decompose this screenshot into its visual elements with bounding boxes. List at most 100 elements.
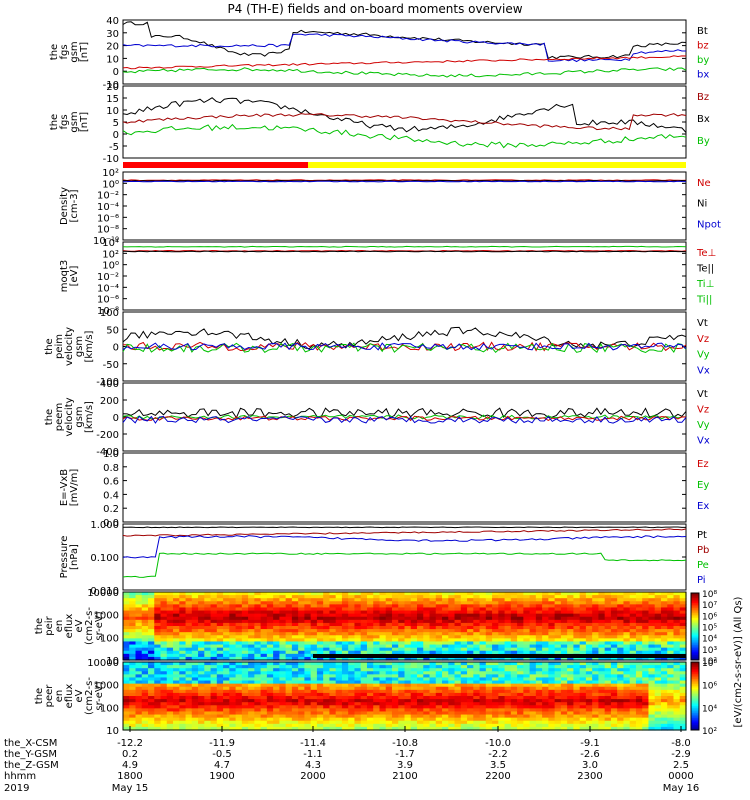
heatmap-cell [154, 677, 162, 682]
traces-peem_velocity [122, 407, 687, 424]
colorbar-segment [691, 711, 699, 714]
heatmap-cell [610, 604, 618, 609]
heatmap-cell [379, 644, 387, 649]
heatmap-cell [148, 711, 155, 716]
heatmap-cell [166, 622, 174, 627]
heatmap-cell [617, 674, 625, 679]
heatmap-cell [510, 714, 518, 719]
heatmap-cell [460, 692, 468, 697]
heatmap-cell [291, 607, 299, 612]
heatmap-cell [423, 717, 431, 722]
heatmap-cell [210, 592, 218, 596]
heatmap-cell [360, 592, 368, 596]
heatmap-cell [448, 641, 456, 646]
heatmap-cell [366, 601, 374, 605]
heatmap-cell [379, 696, 387, 700]
heatmap-cell [660, 720, 668, 725]
heatmap-cell [517, 711, 524, 716]
heatmap-cell [166, 647, 174, 652]
heatmap-cell [173, 616, 180, 621]
heatmap-cell [304, 677, 312, 682]
heatmap-cell [417, 607, 424, 612]
heatmap-cell [391, 668, 399, 672]
heatmap-cell [623, 656, 631, 661]
heatmap-cell [567, 726, 574, 731]
heatmap-cell [135, 644, 143, 649]
heatmap-cell [623, 714, 631, 719]
heatmap-cell [141, 696, 149, 700]
heatmap-cell [579, 680, 587, 685]
heatmap-cell [391, 723, 399, 728]
heatmap-cell [260, 699, 268, 703]
heatmap-cell [366, 629, 374, 633]
heatmap-cell [442, 686, 449, 691]
heatmap-cell [467, 662, 474, 666]
heatmap-cell [417, 686, 424, 691]
heatmap-cell [341, 650, 349, 655]
heatmap-cell [379, 726, 387, 731]
heatmap-cell [391, 598, 399, 602]
x-tick-label: -11.4 [300, 738, 326, 749]
heatmap-cell [404, 592, 412, 596]
series-pb [122, 528, 687, 537]
heatmap-cell [304, 714, 312, 719]
y-tick-label: 10⁻² [97, 272, 119, 283]
heatmap-cell [673, 650, 681, 655]
heatmap-cell [154, 674, 162, 679]
heatmap-cell [423, 595, 431, 599]
heatmap-cell [542, 619, 549, 624]
heatmap-cell [179, 616, 187, 621]
heatmap-cell [492, 662, 499, 666]
heatmap-cell [166, 644, 174, 649]
heatmap-cell [291, 653, 299, 658]
heatmap-cell [504, 671, 512, 675]
heatmap-cell [379, 702, 387, 706]
heatmap-cell [216, 650, 224, 655]
heatmap-cell [379, 680, 387, 685]
heatmap-cell [366, 598, 374, 602]
heatmap-cell [254, 702, 262, 706]
heatmap-cell [304, 647, 312, 652]
heatmap-cell [198, 711, 205, 716]
heatmap-cell [273, 595, 280, 599]
heatmap-cell [598, 717, 606, 722]
heatmap-cell [129, 604, 137, 609]
heatmap-cell [154, 607, 162, 612]
heatmap-cell [248, 601, 255, 605]
heatmap-cell [667, 683, 675, 688]
heatmap-cell [617, 686, 625, 691]
heatmap-cell [410, 689, 418, 694]
heatmap-cell [467, 626, 474, 630]
heatmap-cell [454, 641, 462, 646]
heatmap-cell [273, 610, 280, 615]
heatmap-cell [179, 665, 187, 669]
heatmap-cell [642, 626, 650, 630]
heatmap-cell [479, 598, 487, 602]
heatmap-cell [579, 723, 587, 728]
heatmap-cell [385, 708, 393, 713]
colorbar-segment [691, 706, 699, 709]
heatmap-cell [623, 629, 631, 633]
heatmap-cell [279, 613, 287, 618]
heatmap-cell [617, 705, 625, 709]
heatmap-cell [354, 717, 362, 722]
heatmap-cell [573, 650, 581, 655]
heatmap-cell [210, 613, 218, 618]
heatmap-cell [479, 610, 487, 615]
heatmap-cell [273, 686, 280, 691]
heatmap-cell [123, 708, 130, 713]
heatmap-cell [210, 705, 218, 709]
heatmap-cell [366, 720, 374, 725]
heatmap-cell [398, 689, 406, 694]
heatmap-cell [304, 592, 312, 596]
heatmap-cell [398, 641, 406, 646]
heatmap-cell [542, 680, 549, 685]
heatmap-cell [273, 613, 280, 618]
heatmap-cell [135, 692, 143, 697]
heatmap-cell [573, 595, 581, 599]
heatmap-cell [366, 595, 374, 599]
heatmap-cell [604, 629, 612, 633]
heatmap-cell [266, 653, 274, 658]
heatmap-cell [654, 638, 662, 643]
heatmap-cell [254, 613, 262, 618]
